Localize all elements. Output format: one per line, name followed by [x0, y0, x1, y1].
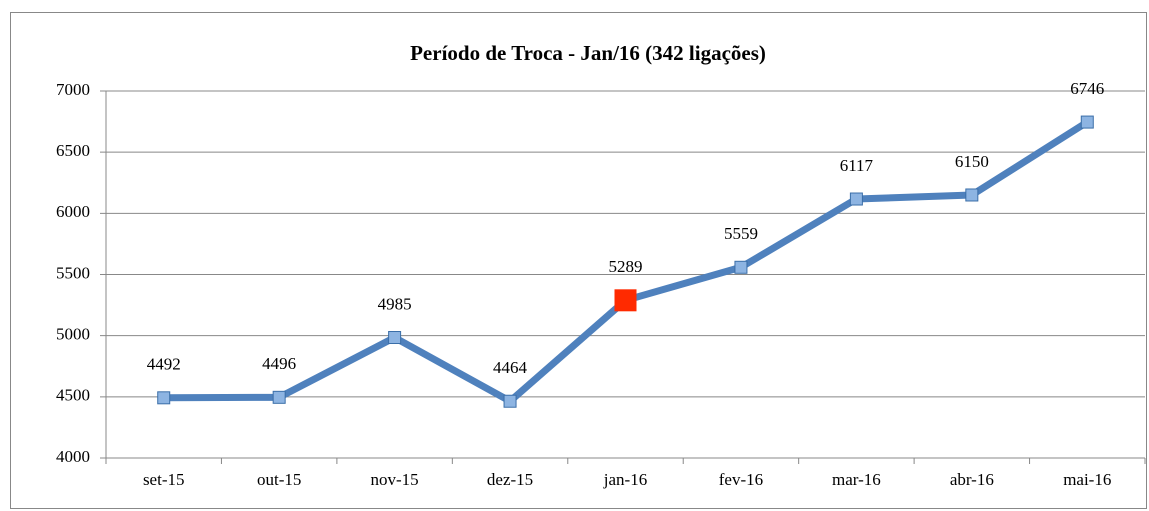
x-tick-label: fev-16: [719, 470, 763, 489]
data-label: 6746: [1070, 79, 1104, 98]
chart-title: Período de Troca - Jan/16 (342 ligações): [410, 41, 766, 65]
chart-frame: [10, 12, 1147, 509]
y-tick-label: 7000: [56, 80, 90, 99]
x-tick-label: mai-16: [1063, 470, 1111, 489]
data-point: [272, 390, 286, 404]
data-point: [157, 391, 171, 405]
data-label: 4492: [147, 355, 181, 374]
y-tick-label: 5500: [56, 263, 90, 282]
x-tick-label: dez-15: [487, 470, 533, 489]
data-point: [1080, 115, 1094, 129]
y-tick-label: 5000: [56, 325, 90, 344]
x-tick-label: abr-16: [950, 470, 994, 489]
data-label: 4464: [493, 358, 528, 377]
data-point: [503, 394, 517, 408]
y-tick-label: 4000: [56, 447, 90, 466]
data-point: [734, 260, 748, 274]
data-label: 4985: [378, 294, 412, 313]
y-tick-label: 6000: [56, 202, 90, 221]
data-label: 6150: [955, 152, 989, 171]
x-tick-label: jan-16: [603, 470, 647, 489]
data-label: 5289: [609, 257, 643, 276]
x-tick-label: out-15: [257, 470, 301, 489]
data-label: 4496: [262, 354, 296, 373]
data-point: [965, 188, 979, 202]
y-tick-label: 6500: [56, 141, 90, 160]
data-label: 5559: [724, 224, 758, 243]
x-tick-label: nov-15: [371, 470, 419, 489]
data-point: [614, 289, 637, 312]
data-point: [388, 331, 402, 345]
data-label: 6117: [840, 156, 874, 175]
x-tick-label: set-15: [143, 470, 185, 489]
y-tick-label: 4500: [56, 386, 90, 405]
x-tick-label: mar-16: [832, 470, 881, 489]
data-point: [849, 192, 863, 206]
